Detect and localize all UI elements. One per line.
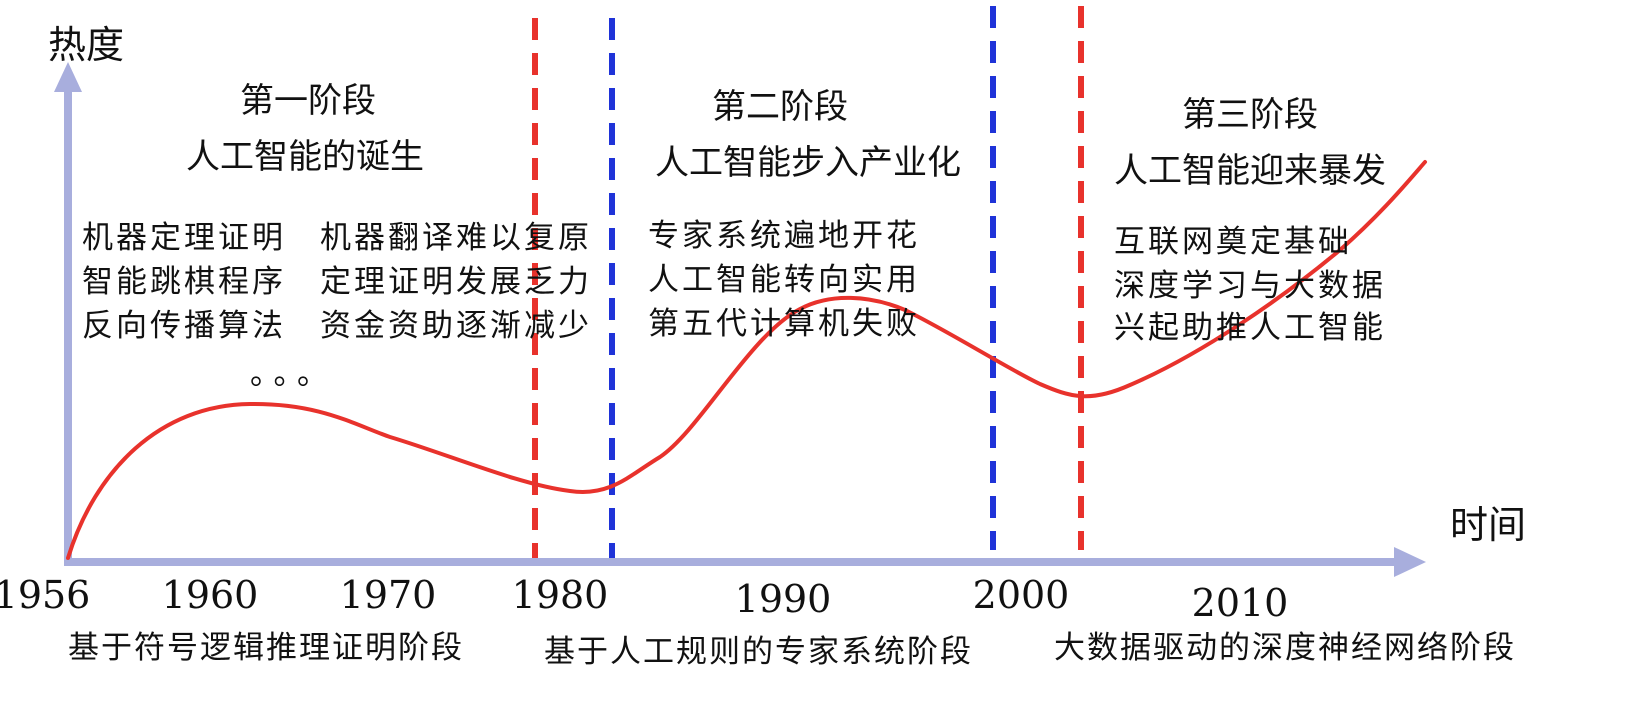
phase-caption-2: 基于人工规则的专家系统阶段 — [544, 634, 973, 670]
year-label-1970: 1970 — [340, 573, 437, 617]
x-axis-arrow — [1394, 547, 1426, 577]
stage1-subtitle: 人工智能的诞生 — [186, 137, 424, 177]
heat-curve — [66, 160, 1427, 560]
year-label-2010: 2010 — [1192, 581, 1289, 625]
stage2-title: 第二阶段 — [712, 87, 848, 127]
stage1-item-right-3: 资金资助逐渐减少 — [320, 308, 592, 344]
stage1-ellipsis: 。。。 — [250, 356, 336, 392]
stage1-title: 第一阶段 — [240, 81, 376, 121]
stage3-title: 第三阶段 — [1182, 95, 1318, 135]
year-label-1980: 1980 — [512, 573, 609, 617]
stage3-subtitle: 人工智能迎来暴发 — [1114, 151, 1386, 191]
stage3-item-2: 深度学习与大数据 — [1114, 268, 1386, 304]
year-label-2000: 2000 — [973, 573, 1070, 617]
stage1-item-left-1: 机器定理证明 — [82, 220, 286, 256]
stage2-item-2: 人工智能转向实用 — [648, 262, 920, 298]
phase-caption-1: 基于符号逻辑推理证明阶段 — [68, 630, 464, 666]
year-label-1990: 1990 — [735, 577, 832, 621]
year-label-1960: 1960 — [162, 573, 259, 617]
stage1-item-left-3: 反向传播算法 — [82, 308, 286, 344]
phase-caption-3: 大数据驱动的深度神经网络阶段 — [1054, 630, 1516, 666]
stage1-item-right-1: 机器翻译难以复原 — [320, 220, 592, 256]
stage3-item-1: 互联网奠定基础 — [1114, 224, 1352, 260]
stage2-item-3: 第五代计算机失败 — [648, 306, 920, 342]
stage1-item-left-2: 智能跳棋程序 — [82, 264, 286, 300]
stage1-item-right-2: 定理证明发展乏力 — [320, 264, 592, 300]
stage2-subtitle: 人工智能步入产业化 — [655, 143, 961, 183]
x-axis-label: 时间 — [1450, 503, 1526, 547]
y-axis-label: 热度 — [48, 23, 124, 67]
stage2-item-1: 专家系统遍地开花 — [648, 218, 920, 254]
y-axis-arrow — [54, 62, 82, 92]
stage3-item-3: 兴起助推人工智能 — [1114, 310, 1386, 346]
year-label-1956: 1956 — [0, 573, 90, 617]
